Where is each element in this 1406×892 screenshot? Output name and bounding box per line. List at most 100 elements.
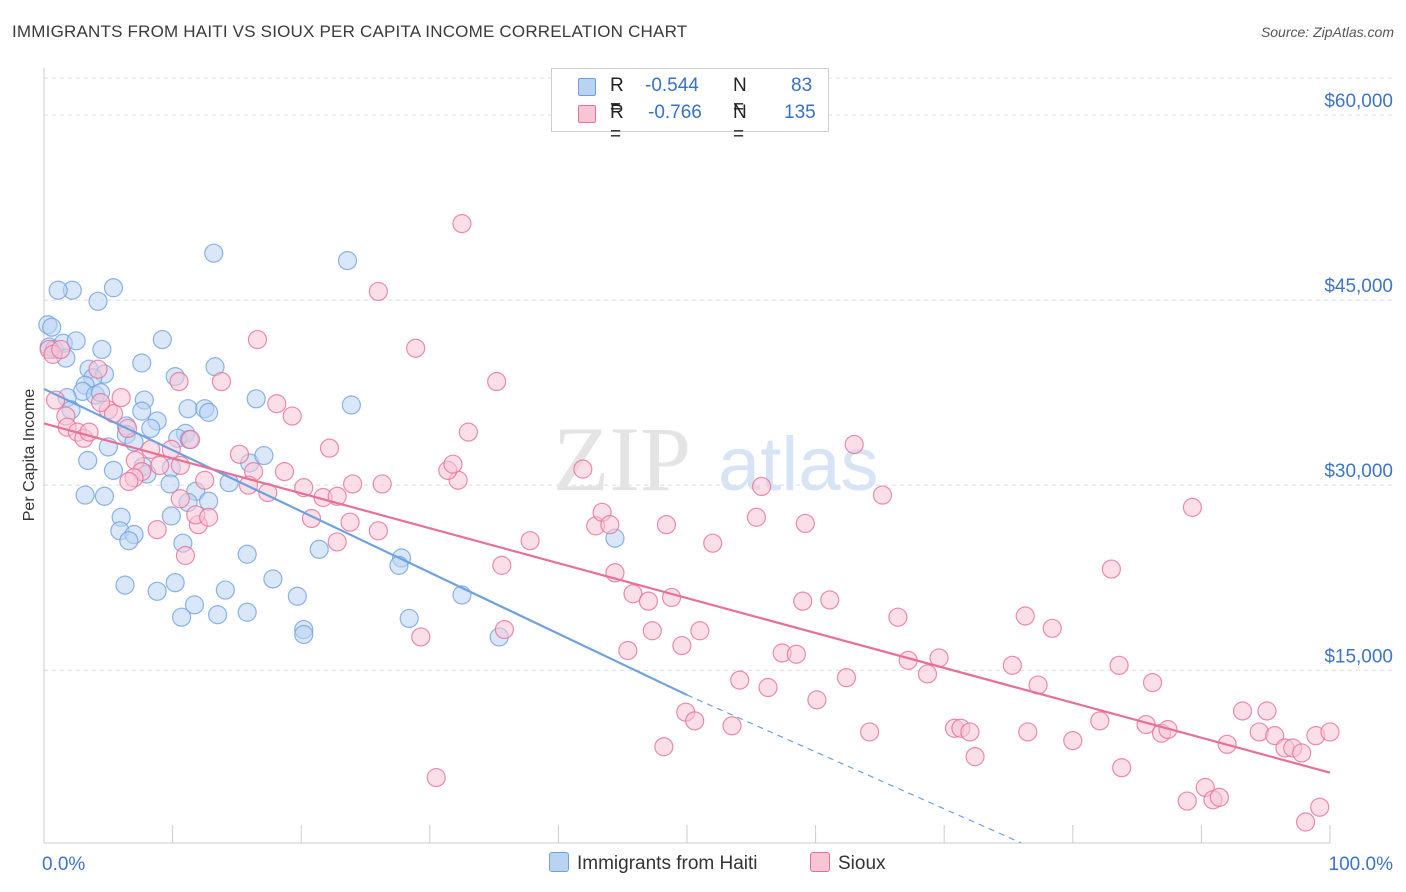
haiti-point [178, 399, 198, 419]
sioux-point [494, 619, 514, 640]
haiti-point [75, 485, 95, 505]
y-tick-label: $45,000 [1324, 276, 1393, 297]
sioux-point [368, 281, 388, 302]
bottom-legend-haiti: Immigrants from Haiti [549, 852, 758, 875]
sioux-point [1063, 730, 1083, 751]
correlation-legend: R = -0.544 N = 83 R = -0.766 N = 135 [551, 68, 829, 145]
sioux-point [267, 394, 287, 414]
legend-r-value: -0.544 [645, 75, 699, 96]
sioux-point [492, 555, 512, 575]
sioux-point [282, 406, 302, 426]
sioux-point [411, 627, 431, 647]
sioux-point [1177, 791, 1197, 811]
haiti-point [389, 555, 409, 575]
sioux-point [1015, 606, 1035, 626]
haiti-point [141, 418, 161, 439]
sioux-point [1182, 497, 1202, 517]
sioux-point [199, 507, 219, 527]
sioux-point [1209, 787, 1230, 807]
sioux-point [327, 532, 347, 552]
haiti-point [399, 608, 419, 629]
sioux-point [274, 462, 295, 482]
haiti-point [94, 486, 115, 506]
trend-lines [43, 387, 1331, 844]
sioux-point [119, 471, 139, 492]
sioux-point [573, 459, 593, 479]
sioux-point [1257, 701, 1277, 721]
bottom-legend-swatch-haiti [549, 852, 569, 872]
sioux-point [820, 590, 840, 610]
legend-n-value: 135 [784, 102, 816, 123]
sioux-point [319, 438, 340, 458]
sioux-point [722, 716, 742, 736]
sioux-point [340, 512, 360, 532]
haiti-point [42, 317, 62, 337]
haiti-trend-line [43, 387, 688, 696]
sioux-point [88, 359, 108, 379]
sioux-point [795, 513, 815, 534]
watermark-zip: ZIP [553, 408, 691, 510]
y-axis-label: Per Capita Income [21, 389, 38, 522]
bottom-legend-sioux: Sioux [810, 852, 886, 875]
haiti-point [165, 573, 185, 593]
haiti-point [246, 389, 266, 409]
sioux-point [458, 422, 478, 442]
sioux-point [368, 521, 388, 541]
sioux-point [211, 371, 232, 392]
sioux-point [1232, 701, 1253, 721]
haiti-point [237, 602, 257, 622]
haiti-point [103, 278, 124, 298]
sioux-point [1090, 711, 1110, 731]
haiti-point [341, 395, 361, 415]
haiti-point [66, 331, 86, 351]
x-tick-label: 100.0% [1329, 854, 1394, 875]
legend-n-label: N = [733, 75, 747, 118]
sioux-point [1320, 722, 1340, 742]
sioux-point [406, 338, 426, 358]
sioux-point [751, 476, 772, 497]
sioux-point [1112, 758, 1132, 778]
sioux-point [372, 474, 392, 494]
sioux-point [638, 591, 659, 611]
grid-lines [44, 77, 1395, 671]
y-tick-label: $60,000 [1324, 91, 1393, 112]
tick-labels: $15,000 $30,000 $45,000 $60,000 0.0% 100.0% [42, 91, 1393, 875]
sioux-point [343, 474, 363, 494]
sioux-point [1042, 618, 1062, 638]
sioux-trend-line [43, 422, 1331, 774]
data-points [38, 213, 1340, 832]
sioux-point [807, 690, 827, 710]
chart-title: IMMIGRANTS FROM HAITI VS SIOUX PER CAPIT… [12, 22, 688, 41]
haiti-point [103, 460, 124, 480]
sioux-point [1295, 812, 1316, 832]
sioux-point [844, 434, 864, 455]
haiti-point [237, 544, 257, 564]
legend-r-label: R = [610, 102, 624, 145]
sioux-point [758, 677, 778, 698]
legend-n-label: N = [733, 102, 747, 145]
sioux-point [746, 507, 767, 527]
sioux-point [786, 644, 806, 664]
sioux-point [1018, 722, 1038, 742]
sioux-point [426, 768, 446, 788]
sioux-point [169, 371, 189, 392]
sioux-point [147, 519, 167, 540]
sioux-point [90, 392, 111, 413]
haiti-point [78, 450, 98, 471]
sioux-point [642, 621, 662, 641]
sioux-point [1109, 655, 1129, 675]
sioux-point [487, 371, 507, 392]
haiti-point [204, 243, 224, 263]
haiti-point [172, 607, 192, 627]
haiti-point [147, 581, 167, 601]
sioux-point [170, 489, 190, 509]
sioux-point [443, 454, 463, 474]
sioux-point [654, 737, 674, 757]
haiti-point [152, 329, 172, 350]
bottom-legend-label-sioux: Sioux [838, 853, 886, 874]
source-label: Source: ZipAtlas.com [1260, 24, 1394, 40]
haiti-point [208, 605, 228, 625]
sioux-point [1265, 726, 1285, 746]
sioux-point [1002, 655, 1022, 675]
haiti-point [309, 539, 329, 559]
